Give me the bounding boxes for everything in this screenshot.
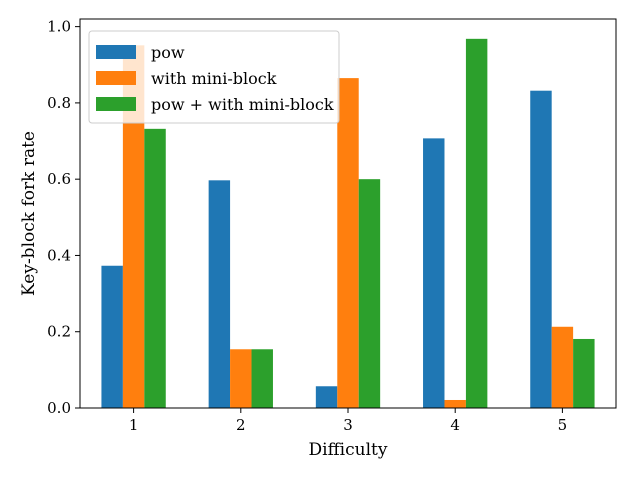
- y-tick-label: 0.6: [47, 170, 71, 188]
- legend: pow with mini-block pow + with mini-block: [88, 30, 340, 124]
- bar-with-mini-block-1: [122, 45, 145, 409]
- y-axis: 0.0 0.2 0.4 0.6 0.8 1.0: [47, 18, 80, 417]
- x-axis-label: Difficulty: [309, 440, 388, 460]
- legend-frame: [88, 30, 340, 124]
- legend-label: pow: [151, 43, 185, 62]
- y-axis-label: Key-block fork rate: [19, 131, 39, 296]
- bar-with-mini-block-4: [444, 399, 466, 408]
- y-tick-label: 0.2: [47, 323, 71, 341]
- bar-with-mini-block-2: [230, 349, 252, 408]
- x-tick-label: 2: [236, 416, 246, 434]
- bar-pow-2: [208, 180, 231, 408]
- legend-swatch: [96, 71, 136, 85]
- y-tick-label: 0.8: [47, 94, 71, 112]
- bar-pow-with-mini-block-2: [251, 349, 273, 408]
- y-tick-label: 1.0: [47, 18, 71, 36]
- legend-label: with mini-block: [151, 69, 277, 88]
- bar-pow-with-mini-block-4: [465, 38, 488, 409]
- x-tick-label: 5: [558, 416, 568, 434]
- legend-swatch: [96, 97, 136, 111]
- bars-group: [101, 38, 595, 409]
- bar-pow-with-mini-block-3: [358, 179, 381, 408]
- x-tick-label: 3: [343, 416, 353, 434]
- bar-pow-5: [530, 90, 552, 409]
- y-tick-label: 0.4: [47, 246, 71, 264]
- x-axis: 1 2 3 4 5: [129, 408, 567, 434]
- bar-with-mini-block-5: [551, 326, 574, 408]
- x-tick-label: 4: [450, 416, 460, 434]
- bar-pow-4: [423, 138, 445, 408]
- bar-pow-with-mini-block-5: [573, 338, 595, 408]
- bar-pow-with-mini-block-1: [144, 128, 166, 408]
- x-tick-label: 1: [129, 416, 139, 434]
- y-tick-label: 0.0: [47, 399, 71, 417]
- legend-swatch: [96, 45, 136, 59]
- bar-pow-3: [315, 386, 338, 408]
- legend-label: pow + with mini-block: [151, 95, 334, 114]
- bar-with-mini-block-3: [337, 78, 359, 409]
- bar-pow-1: [101, 265, 123, 408]
